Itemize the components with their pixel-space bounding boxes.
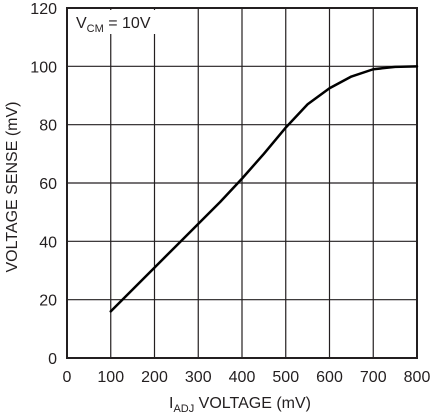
- y-tick-label: 0: [48, 351, 57, 368]
- series-lines: [109, 65, 419, 313]
- series-line: [109, 65, 419, 313]
- x-tick-label: 400: [229, 369, 256, 386]
- x-tick-label: 200: [141, 369, 168, 386]
- annotation-background: [70, 10, 166, 34]
- x-tick-label: 500: [272, 369, 299, 386]
- annotation-vcm: VCM = 10V: [76, 15, 151, 35]
- x-tick-labels: 0 100 200 300 400 500 600 700 800: [63, 369, 431, 386]
- grid-lines: [67, 8, 417, 358]
- plot-border: [66, 7, 418, 359]
- x-tick-label: 100: [97, 369, 124, 386]
- y-tick-labels: 0 20 40 60 80 100 120: [30, 1, 57, 368]
- x-tick-label: 800: [404, 369, 431, 386]
- x-axis-label: IADJ VOLTAGE (mV): [169, 395, 311, 415]
- y-tick-label: 20: [39, 293, 57, 310]
- plot-frame: [66, 7, 418, 359]
- x-tick-label: 300: [185, 369, 212, 386]
- y-tick-label: 100: [30, 59, 57, 76]
- y-tick-label: 60: [39, 176, 57, 193]
- x-tick-label: 700: [360, 369, 387, 386]
- y-axis-label: VOLTAGE SENSE (mV): [4, 102, 21, 273]
- y-tick-label: 120: [30, 1, 57, 18]
- y-tick-label: 80: [39, 118, 57, 135]
- x-tick-label: 600: [316, 369, 343, 386]
- x-tick-label: 0: [63, 369, 72, 386]
- y-tick-label: 40: [39, 234, 57, 251]
